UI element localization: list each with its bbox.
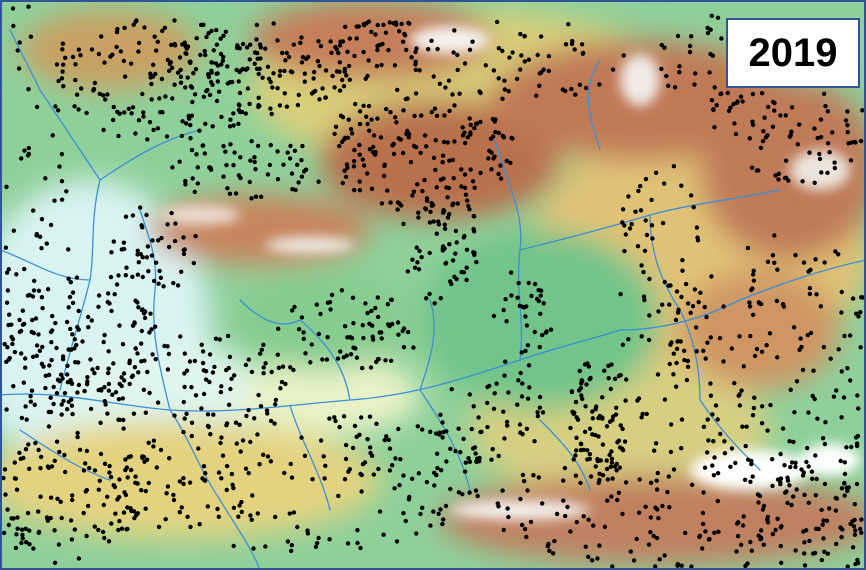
river-network — [0, 29, 866, 570]
occurrence-points — [1, 4, 865, 569]
year-label: 2019 — [726, 18, 860, 88]
